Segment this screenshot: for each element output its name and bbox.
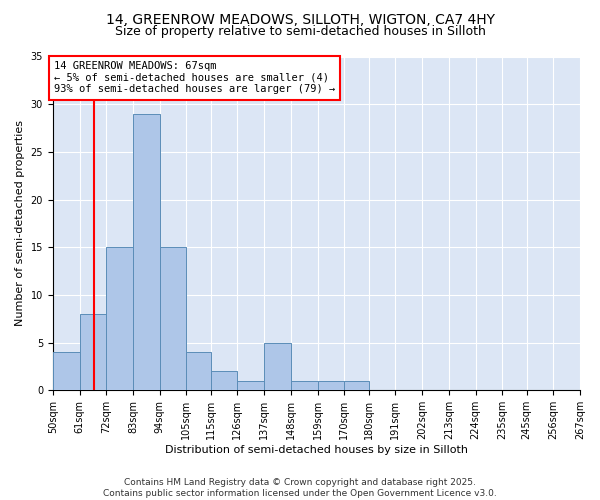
Bar [238,381,264,390]
Text: 14, GREENROW MEADOWS, SILLOTH, WIGTON, CA7 4HY: 14, GREENROW MEADOWS, SILLOTH, WIGTON, C… [106,12,494,26]
Text: Contains HM Land Registry data © Crown copyright and database right 2025.
Contai: Contains HM Land Registry data © Crown c… [103,478,497,498]
Bar [291,381,317,390]
Y-axis label: Number of semi-detached properties: Number of semi-detached properties [15,120,25,326]
Bar [80,314,106,390]
Text: Size of property relative to semi-detached houses in Silloth: Size of property relative to semi-detach… [115,25,485,38]
Bar [106,248,133,390]
X-axis label: Distribution of semi-detached houses by size in Silloth: Distribution of semi-detached houses by … [165,445,468,455]
Text: 14 GREENROW MEADOWS: 67sqm
← 5% of semi-detached houses are smaller (4)
93% of s: 14 GREENROW MEADOWS: 67sqm ← 5% of semi-… [54,62,335,94]
Bar [344,381,368,390]
Bar [160,248,187,390]
Bar [53,352,80,391]
Bar [211,372,238,390]
Bar [264,342,291,390]
Bar [187,352,211,391]
Bar [133,114,160,390]
Bar [317,381,344,390]
